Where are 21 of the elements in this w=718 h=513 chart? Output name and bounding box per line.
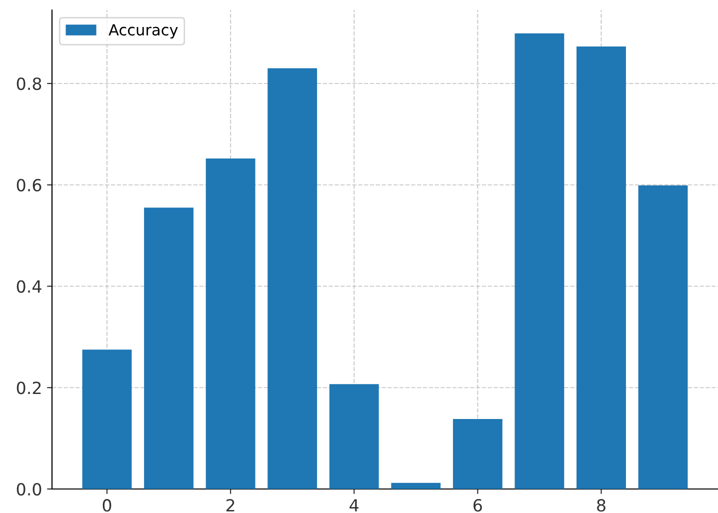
bar — [82, 350, 132, 489]
x-tick-label: 0 — [102, 499, 112, 512]
y-tick-label: 0.8 — [16, 77, 42, 90]
y-tick-label: 0.2 — [16, 382, 41, 394]
x-tick-label: 4 — [350, 499, 358, 512]
y-tick-label: 0.6 — [16, 178, 42, 192]
y-tick-label: 0.4 — [16, 280, 42, 293]
x-tick-label: 8 — [597, 499, 606, 512]
bar — [638, 185, 688, 489]
bar — [576, 46, 626, 489]
bar — [206, 158, 256, 489]
x-tick-label: 6 — [474, 499, 482, 512]
bar — [329, 384, 379, 489]
bar — [391, 482, 441, 489]
bar — [144, 208, 194, 489]
x-tick-label: 2 — [226, 499, 234, 512]
legend-label: Accuracy — [108, 24, 178, 39]
bar — [268, 68, 318, 489]
bar — [452, 419, 502, 489]
y-tick-label: 0.0 — [16, 482, 42, 496]
bar — [514, 33, 564, 489]
